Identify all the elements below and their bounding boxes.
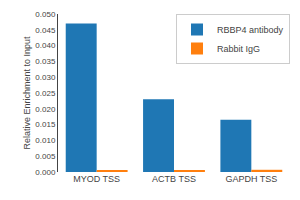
svg-text:Rabbit IgG: Rabbit IgG [217,44,260,54]
svg-text:ACTB TSS: ACTB TSS [152,174,196,184]
svg-text:0.050: 0.050 [35,10,56,19]
svg-text:0.000: 0.000 [35,168,56,177]
svg-text:RBBP4 antibody: RBBP4 antibody [217,25,284,35]
svg-text:Relative Enrichment to Input: Relative Enrichment to Input [22,36,32,150]
svg-text:0.035: 0.035 [35,57,56,66]
svg-text:0.015: 0.015 [35,120,56,129]
svg-text:0.010: 0.010 [35,136,56,145]
svg-text:0.030: 0.030 [35,73,56,82]
svg-text:GAPDH TSS: GAPDH TSS [225,174,277,184]
svg-text:0.025: 0.025 [35,89,56,98]
svg-text:0.045: 0.045 [35,26,56,35]
svg-text:0.020: 0.020 [35,105,56,114]
svg-text:0.040: 0.040 [35,41,56,50]
svg-text:0.005: 0.005 [35,152,56,161]
svg-text:MYOD TSS: MYOD TSS [73,174,120,184]
